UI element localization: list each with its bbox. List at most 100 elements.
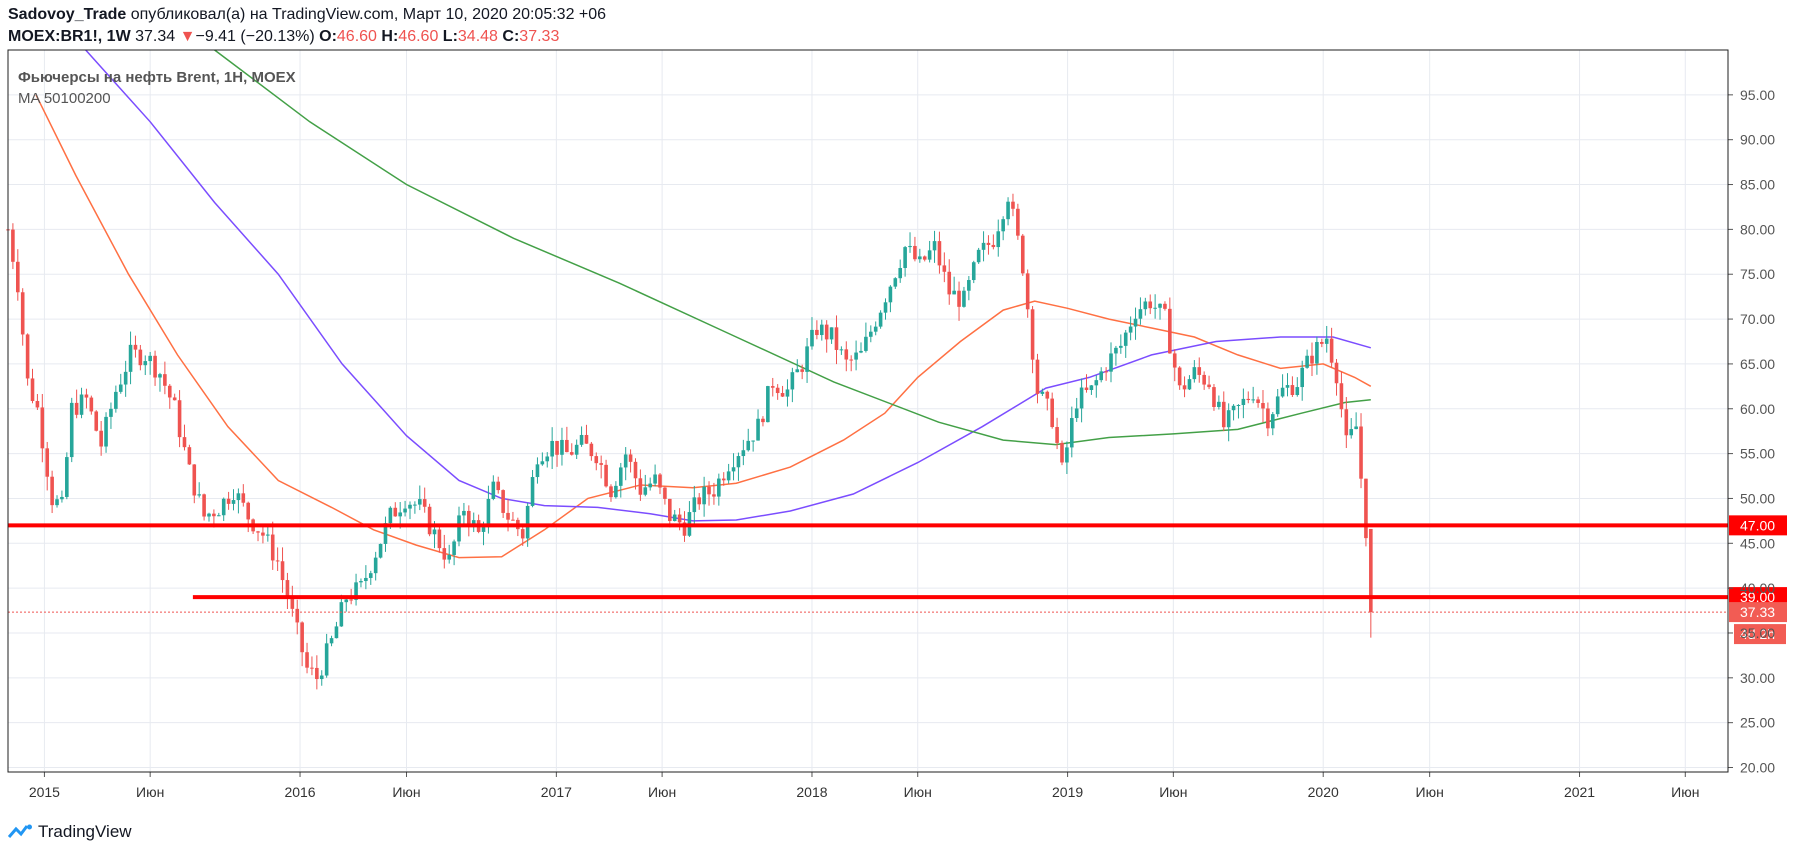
candle-body [1119, 345, 1123, 348]
candle-body [1231, 405, 1236, 411]
candle-body [45, 448, 50, 477]
candle-body [216, 515, 221, 517]
x-tick-label: 2018 [796, 784, 827, 800]
candle-body [403, 508, 407, 513]
candle-body [501, 490, 505, 513]
candle-body [104, 416, 108, 447]
candle-body [883, 302, 888, 313]
candle-body [976, 249, 981, 263]
candle-body [1089, 385, 1094, 391]
candle-body [197, 494, 201, 496]
candle-body [1060, 442, 1064, 463]
x-tick-label: 2015 [29, 784, 60, 800]
candle-body [1133, 318, 1138, 327]
candle-body [864, 336, 868, 351]
candle-body [393, 507, 398, 517]
candle-body [481, 527, 486, 532]
x-tick-label: Июн [648, 784, 676, 800]
candle-body [315, 667, 319, 680]
candle-body [50, 476, 54, 506]
candle-body [60, 496, 64, 500]
candle-body [555, 440, 559, 455]
candle-body [1241, 398, 1246, 406]
candle-body [834, 327, 839, 350]
candle-body [236, 493, 241, 501]
candle-body [1207, 384, 1211, 388]
candle-body [589, 443, 594, 457]
chart-grid [8, 50, 1728, 772]
candle-body [1016, 208, 1020, 236]
candle-body [231, 500, 236, 504]
candle-body [560, 439, 564, 455]
candle-body [1256, 399, 1260, 404]
candle-body [1192, 367, 1197, 380]
candle-body [334, 626, 339, 639]
y-tick-label: 35.00 [1740, 625, 1775, 641]
candle-body [1236, 405, 1241, 407]
candle-body [962, 290, 966, 307]
y-tick-label: 30.00 [1740, 670, 1775, 686]
ma-line-ma100 [85, 49, 1372, 522]
level-label: 39.00 [1740, 589, 1775, 605]
candle-body [128, 344, 133, 372]
candle-body [1182, 385, 1187, 390]
candle-body [981, 242, 986, 250]
candle-body [109, 408, 113, 417]
candle-body [658, 474, 662, 488]
x-tick-label: 2021 [1564, 784, 1595, 800]
candle-body [378, 543, 383, 558]
candle-body [525, 505, 530, 539]
countdown-label: 4d 2h [1740, 626, 1775, 642]
candle-body [957, 290, 961, 307]
candle-body [878, 312, 883, 327]
y-tick-label: 70.00 [1740, 311, 1775, 327]
candle-body [432, 529, 437, 535]
x-tick-label: Июн [1159, 784, 1187, 800]
candle-body [349, 599, 353, 601]
candle-body [202, 494, 206, 517]
candle-body [447, 554, 452, 560]
candle-body [1050, 398, 1054, 428]
candle-body [903, 247, 907, 268]
candle-body [241, 493, 246, 503]
candle-body [1261, 403, 1265, 409]
indicator-label: MA 50100200 [18, 90, 111, 107]
candle-body [908, 245, 912, 248]
candle-body [1324, 338, 1329, 344]
candle-body [824, 324, 829, 340]
candle-body [932, 241, 937, 251]
y-tick-label: 80.00 [1740, 221, 1775, 237]
candles [6, 193, 1373, 690]
candle-body [736, 456, 741, 468]
candle-body [1069, 418, 1074, 448]
candle-body [123, 371, 128, 385]
x-tick-label: Июн [1416, 784, 1444, 800]
change-arrow-icon: ▼ [179, 28, 196, 45]
candle-body [167, 385, 172, 398]
y-tick-label: 60.00 [1740, 401, 1775, 417]
candle-body [457, 515, 461, 542]
candle-body [486, 498, 491, 528]
candle-body [187, 447, 192, 465]
last-candle-body [1369, 528, 1373, 613]
candle-body [452, 541, 456, 555]
author-name[interactable]: Sadovoy_Trade [8, 6, 127, 23]
candle-body [89, 397, 94, 412]
candle-body [849, 359, 853, 361]
candle-body [628, 454, 633, 462]
candle-body [1153, 307, 1157, 309]
candle-body [1079, 387, 1084, 409]
candle-body [1065, 447, 1069, 463]
candle-body [422, 499, 427, 507]
open-value: 46.60 [336, 28, 377, 45]
candle-body [805, 346, 809, 372]
candle-body [815, 329, 819, 336]
candle-body [437, 529, 442, 549]
candle-body [275, 560, 280, 562]
candle-body [143, 361, 148, 366]
candle-body [1123, 332, 1128, 346]
tradingview-logo[interactable]: TradingView [8, 822, 132, 842]
candle-body [1084, 387, 1089, 391]
candle-body [726, 471, 731, 481]
